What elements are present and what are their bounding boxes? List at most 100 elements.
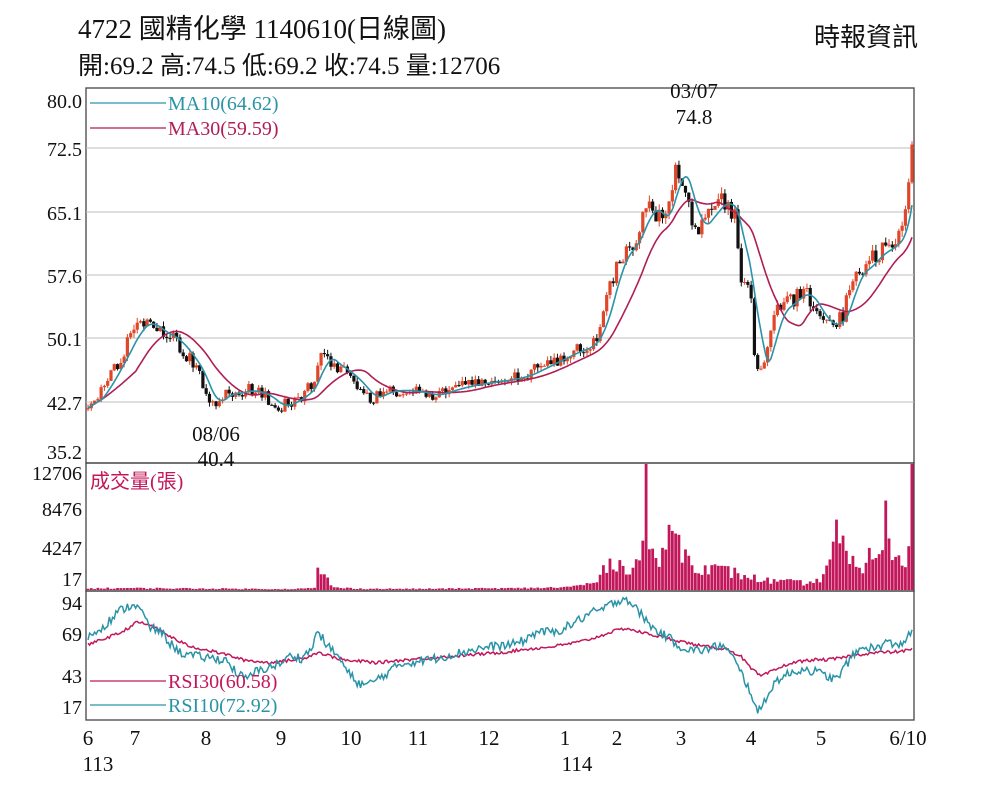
volume-bar bbox=[125, 587, 129, 590]
volume-bar bbox=[854, 566, 858, 590]
candle-body bbox=[102, 385, 107, 388]
volume-bar bbox=[661, 547, 664, 590]
candle-body bbox=[135, 322, 139, 330]
candle-body bbox=[129, 333, 133, 338]
volume-bar bbox=[477, 588, 481, 590]
candle-body bbox=[821, 316, 825, 320]
volume-bar bbox=[309, 588, 313, 590]
candle-body bbox=[854, 271, 858, 282]
volume-bar bbox=[523, 587, 527, 590]
volume-bar bbox=[322, 574, 326, 590]
volume-bar bbox=[299, 588, 303, 590]
volume-bar bbox=[178, 588, 182, 590]
volume-bar bbox=[680, 562, 684, 590]
candle-body bbox=[670, 190, 674, 202]
volume-bar bbox=[470, 589, 474, 591]
volume-bar bbox=[900, 565, 904, 590]
candle-body bbox=[280, 410, 284, 412]
rsi-panel bbox=[85, 590, 915, 721]
candle-body bbox=[562, 355, 566, 362]
candle-body bbox=[687, 192, 691, 202]
candle-body bbox=[585, 350, 589, 353]
candle-body bbox=[257, 387, 261, 393]
ma10-line bbox=[87, 175, 913, 409]
candle-body bbox=[795, 289, 799, 307]
volume-bar bbox=[730, 577, 733, 590]
volume-bar bbox=[716, 565, 720, 590]
volume-bar bbox=[753, 574, 756, 590]
candle-body bbox=[125, 337, 129, 357]
candle-body bbox=[355, 381, 359, 389]
low-date-label: 08/06 bbox=[192, 422, 240, 446]
volume-bar bbox=[628, 574, 632, 590]
candle-body bbox=[329, 356, 333, 367]
candle-body bbox=[178, 337, 182, 353]
volume-bar bbox=[378, 588, 382, 590]
volume-bar bbox=[460, 588, 464, 590]
candle-body bbox=[349, 372, 353, 376]
candle-body bbox=[115, 364, 120, 370]
volume-bar bbox=[359, 588, 362, 590]
candle-body bbox=[697, 226, 701, 235]
candle-body bbox=[463, 381, 468, 385]
volume-bar bbox=[286, 589, 290, 591]
volume-bar bbox=[526, 588, 530, 590]
volume-bar bbox=[398, 588, 402, 590]
candle-body bbox=[893, 244, 898, 248]
candle-body bbox=[250, 384, 254, 395]
candle-body bbox=[614, 261, 619, 284]
candle-body bbox=[191, 353, 195, 368]
volume-bar bbox=[795, 580, 799, 590]
candle-body bbox=[647, 201, 651, 209]
volume-bar bbox=[208, 588, 211, 590]
volume-bar bbox=[542, 587, 546, 590]
candle-body bbox=[861, 273, 865, 275]
high-date-label: 03/07 bbox=[670, 79, 718, 103]
candle-body bbox=[624, 246, 628, 262]
candle-body bbox=[427, 393, 432, 397]
volume-bar bbox=[818, 582, 822, 590]
candle-body bbox=[546, 360, 550, 366]
volume-bar bbox=[881, 550, 884, 590]
candle-body bbox=[224, 389, 228, 400]
volume-bar bbox=[838, 543, 842, 590]
candlestick-series bbox=[86, 141, 914, 414]
volume-bar bbox=[841, 535, 845, 590]
volume-bar bbox=[349, 587, 353, 590]
volume-bar bbox=[395, 588, 398, 590]
candle-body bbox=[417, 386, 422, 391]
volume-bar bbox=[592, 582, 595, 590]
volume-bar bbox=[201, 588, 205, 590]
volume-bar bbox=[296, 588, 300, 590]
volume-bar bbox=[227, 588, 231, 590]
volume-bar bbox=[336, 587, 339, 590]
volume-bar bbox=[109, 588, 113, 590]
candle-body bbox=[122, 356, 126, 363]
volume-bar bbox=[805, 583, 809, 590]
volume-bar bbox=[546, 587, 550, 590]
volume-bar bbox=[871, 559, 875, 590]
volume-bar bbox=[634, 559, 638, 590]
volume-tick: 17 bbox=[62, 569, 82, 591]
candle-body bbox=[549, 360, 553, 365]
candle-body bbox=[785, 296, 789, 303]
candle-body bbox=[424, 390, 428, 397]
candle-body bbox=[723, 193, 727, 210]
candle-body bbox=[749, 284, 753, 299]
candle-body bbox=[657, 209, 661, 222]
candle-body bbox=[532, 364, 537, 370]
candle-body bbox=[621, 261, 625, 264]
volume-bar bbox=[749, 579, 753, 590]
volume-bar bbox=[779, 579, 783, 590]
volume-bar bbox=[345, 587, 349, 590]
volume-bar bbox=[707, 574, 710, 590]
candle-body bbox=[897, 230, 901, 245]
volume-bar bbox=[690, 565, 694, 590]
volume-bar bbox=[306, 587, 310, 590]
volume-bar bbox=[802, 585, 806, 590]
candle-body bbox=[339, 366, 343, 373]
rsi10-legend-label: RSI10(72.92) bbox=[168, 695, 277, 717]
candle-body bbox=[312, 381, 317, 390]
volume-bar bbox=[693, 572, 697, 590]
candle-body bbox=[703, 217, 707, 220]
